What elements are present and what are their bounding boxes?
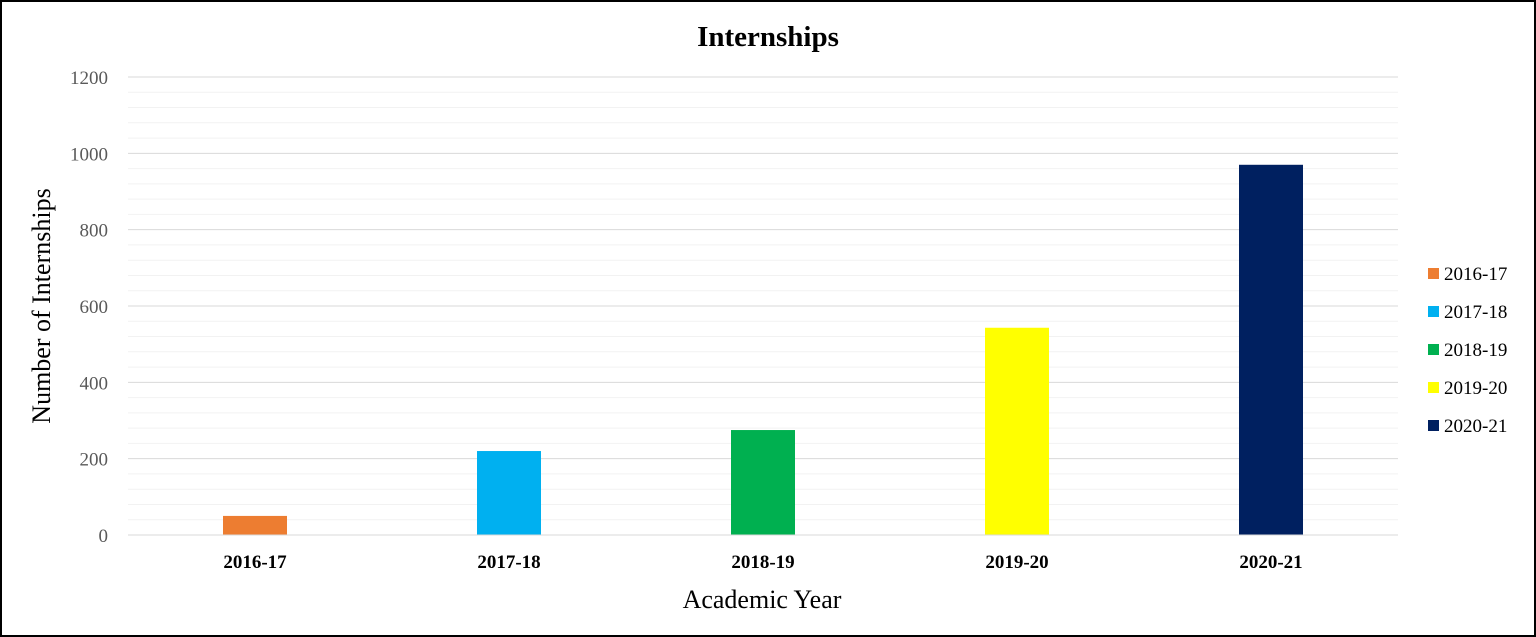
x-tick-label: 2019-20: [985, 552, 1048, 573]
x-tick-label: 2020-21: [1239, 552, 1302, 573]
legend-swatch: [1428, 344, 1439, 355]
legend-label: 2020-21: [1444, 416, 1507, 437]
legend-label: 2019-20: [1444, 378, 1507, 399]
legend-label: 2016-17: [1444, 264, 1507, 285]
y-axis-label: Number of Internships: [27, 188, 56, 423]
legend-label: 2017-18: [1444, 302, 1507, 323]
y-tick-label: 600: [80, 297, 109, 318]
x-axis-ticks: 2016-17 2017-18 2018-19 2019-20 2020-21: [223, 552, 1302, 573]
chart-title: Internships: [697, 21, 839, 53]
bar-2020-21: [1239, 164, 1303, 536]
legend-swatch: [1428, 420, 1439, 431]
bar-2018-19: [731, 430, 795, 535]
legend-swatch: [1428, 382, 1439, 393]
y-axis-ticks: 0 200 400 600 800 1000 1200: [70, 68, 108, 547]
y-tick-label: 0: [99, 526, 109, 547]
y-tick-label: 400: [80, 373, 109, 394]
y-tick-label: 1000: [70, 144, 108, 165]
y-tick-label: 1200: [70, 68, 108, 89]
y-tick-label: 800: [80, 221, 109, 242]
bar-2017-18: [477, 451, 541, 535]
x-axis-label: Academic Year: [683, 585, 842, 614]
bar-2016-17: [223, 515, 287, 535]
legend-swatch: [1428, 268, 1439, 279]
y-tick-label: 200: [80, 450, 109, 471]
x-tick-label: 2018-19: [731, 552, 794, 573]
legend: 2016-17 2017-18 2018-19 2019-20 2020-21: [1428, 264, 1507, 437]
bars: [223, 164, 1303, 536]
legend-label: 2018-19: [1444, 340, 1507, 361]
legend-swatch: [1428, 306, 1439, 317]
x-tick-label: 2016-17: [223, 552, 287, 573]
bar-2019-20: [985, 327, 1049, 535]
x-tick-label: 2017-18: [477, 552, 540, 573]
